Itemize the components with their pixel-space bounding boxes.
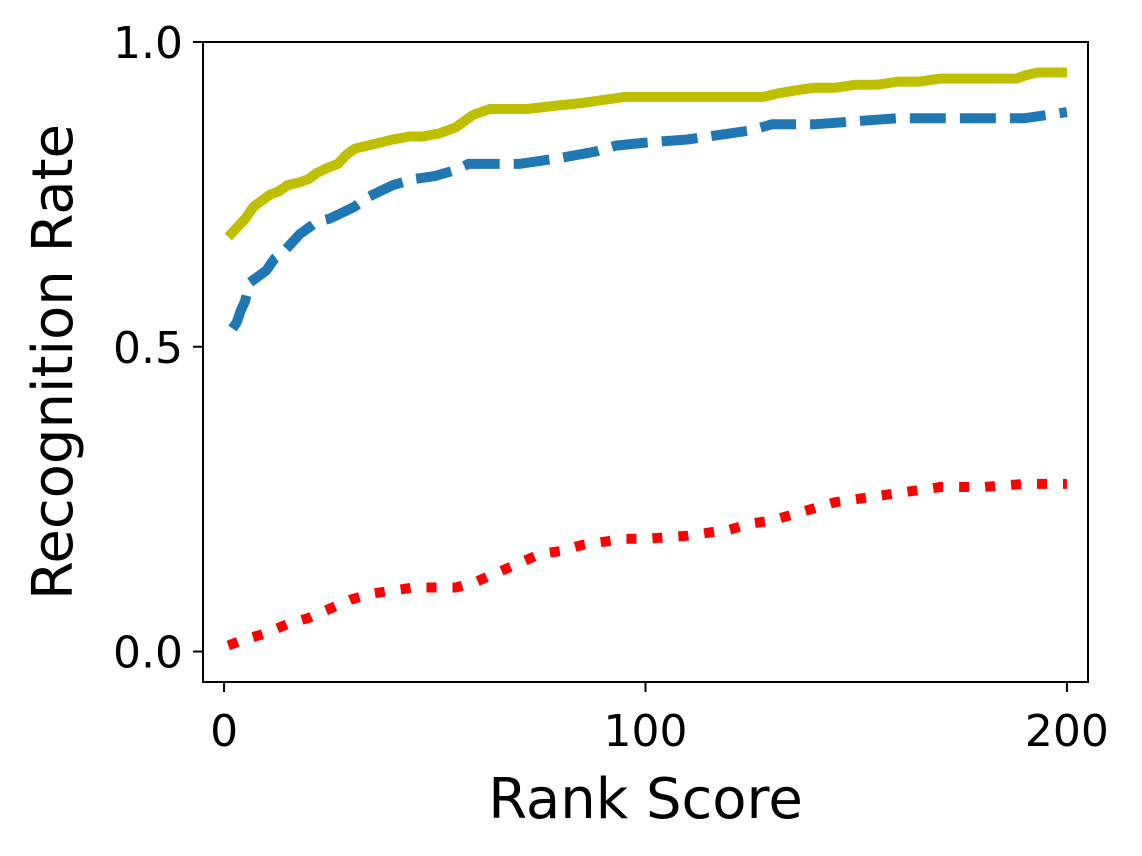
series-line-solid bbox=[224, 67, 1067, 241]
ticks-layer: 0 100 200 0.0 0.5 1.0 bbox=[113, 18, 1109, 757]
series-line-dotted bbox=[226, 478, 1067, 651]
y-tick-label: 0.0 bbox=[113, 628, 183, 679]
x-tick-label: 0 bbox=[210, 706, 238, 757]
series-line-dashed bbox=[228, 107, 1068, 332]
y-axis-label: Recognition Rate bbox=[21, 124, 86, 600]
x-axis-label: Rank Score bbox=[488, 767, 803, 832]
x-tick-label: 200 bbox=[1025, 706, 1109, 757]
y-tick-label: 1.0 bbox=[113, 18, 183, 69]
y-tick-label: 0.5 bbox=[113, 323, 183, 374]
x-tick-label: 100 bbox=[604, 706, 688, 757]
series-layer bbox=[224, 67, 1068, 651]
